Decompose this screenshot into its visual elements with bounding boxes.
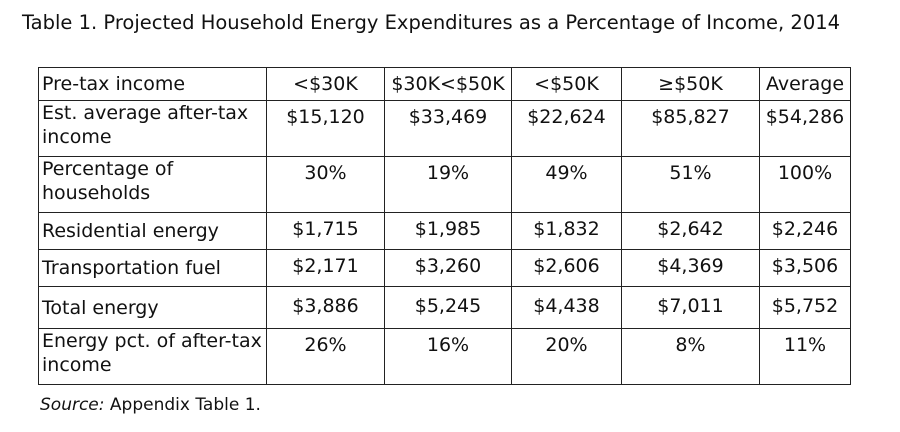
table-cell: 100% [759, 156, 851, 213]
row-label-after-tax-income: Est. average after-tax income [38, 100, 267, 157]
table-cell: 26% [266, 328, 385, 385]
table-cell: $33,469 [384, 100, 512, 157]
table-row: Est. average after-tax income $15,120 $3… [38, 100, 851, 157]
row-label-total-energy: Total energy [38, 286, 267, 329]
table-cell: $7,011 [621, 286, 760, 329]
table-cell: $4,438 [511, 286, 622, 329]
table-cell: 20% [511, 328, 622, 385]
table-cell: $1,715 [266, 212, 385, 250]
table-cell: $5,752 [759, 286, 851, 329]
table-cell: $54,286 [759, 100, 851, 157]
header-pretax-income: Pre-tax income [38, 67, 267, 101]
table-cell: 11% [759, 328, 851, 385]
table-row: Percentage of households 30% 19% 49% 51%… [38, 156, 851, 213]
table-cell: $4,369 [621, 249, 760, 287]
table-title: Table 1. Projected Household Energy Expe… [22, 11, 841, 34]
row-label-residential-energy: Residential energy [38, 212, 267, 250]
table-cell: $5,245 [384, 286, 512, 329]
table-cell: $1,985 [384, 212, 512, 250]
row-label-transportation-fuel: Transportation fuel [38, 249, 267, 287]
source-label: Source: [40, 395, 105, 415]
table-cell: $3,506 [759, 249, 851, 287]
table-cell: $3,260 [384, 249, 512, 287]
header-under-30k: <$30K [266, 67, 385, 101]
table-row: Energy pct. of after-tax income 26% 16% … [38, 328, 851, 385]
table-cell: $85,827 [621, 100, 760, 157]
table-cell: 16% [384, 328, 512, 385]
table-cell: $2,642 [621, 212, 760, 250]
header-50k-plus: ≥$50K [621, 67, 760, 101]
row-label-percentage-households: Percentage of households [38, 156, 267, 213]
table-row: Residential energy $1,715 $1,985 $1,832 … [38, 212, 851, 250]
table-row: Transportation fuel $2,171 $3,260 $2,606… [38, 249, 851, 287]
table-cell: 30% [266, 156, 385, 213]
table-cell: 8% [621, 328, 760, 385]
source-text: Appendix Table 1. [104, 395, 261, 415]
header-average: Average [759, 67, 851, 101]
table-row: Total energy $3,886 $5,245 $4,438 $7,011… [38, 286, 851, 329]
source-note: Source: Appendix Table 1. [40, 393, 261, 417]
table-cell: $2,246 [759, 212, 851, 250]
table-header-row: Pre-tax income <$30K $30K<$50K <$50K ≥$5… [38, 67, 851, 101]
table-cell: $2,171 [266, 249, 385, 287]
table-cell: $2,606 [511, 249, 622, 287]
table-cell: $22,624 [511, 100, 622, 157]
table-cell: 19% [384, 156, 512, 213]
table-cell: $15,120 [266, 100, 385, 157]
energy-expenditures-table: Pre-tax income <$30K $30K<$50K <$50K ≥$5… [38, 67, 851, 385]
header-30k-to-50k: $30K<$50K [384, 67, 512, 101]
row-label-energy-pct: Energy pct. of after-tax income [38, 328, 267, 385]
table-cell: 49% [511, 156, 622, 213]
table-cell: $3,886 [266, 286, 385, 329]
header-under-50k: <$50K [511, 67, 622, 101]
table-cell: $1,832 [511, 212, 622, 250]
table-cell: 51% [621, 156, 760, 213]
